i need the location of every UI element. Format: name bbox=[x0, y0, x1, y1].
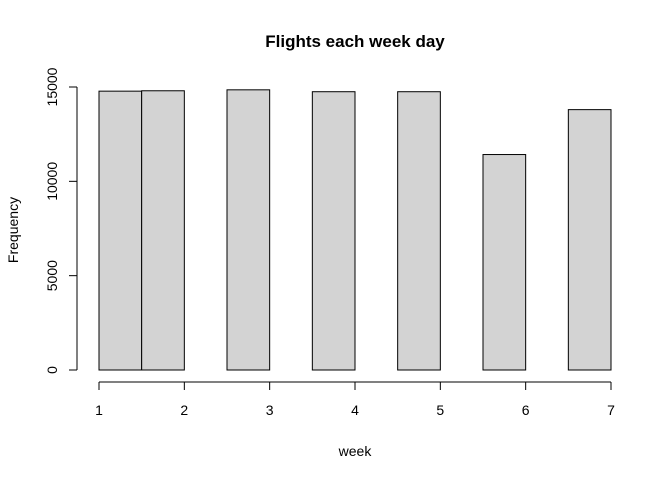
y-tick-label: 10000 bbox=[44, 162, 60, 201]
x-tick-label: 6 bbox=[522, 402, 530, 418]
y-tick-label: 15000 bbox=[44, 67, 60, 106]
x-tick-label: 1 bbox=[95, 402, 103, 418]
chart-title: Flights each week day bbox=[265, 32, 445, 51]
x-tick-label: 2 bbox=[180, 402, 188, 418]
y-axis: 0 5000 10000 15000 bbox=[44, 67, 78, 374]
histogram-bar bbox=[141, 90, 185, 371]
x-tick-label: 5 bbox=[436, 402, 444, 418]
histogram-bar bbox=[567, 109, 612, 371]
y-axis-label: Frequency bbox=[5, 197, 21, 263]
x-tick-label: 7 bbox=[607, 402, 615, 418]
bars-group bbox=[98, 89, 612, 371]
x-axis-label: week bbox=[338, 443, 373, 459]
x-tick-label: 3 bbox=[266, 402, 274, 418]
histogram-bar bbox=[311, 91, 356, 371]
y-tick-label: 5000 bbox=[44, 260, 60, 291]
histogram-bar bbox=[226, 89, 271, 371]
x-tick-label: 4 bbox=[351, 402, 359, 418]
x-axis: 1 2 3 4 5 6 7 bbox=[95, 381, 615, 418]
histogram-bar bbox=[98, 90, 143, 371]
histogram-bar bbox=[482, 154, 527, 371]
y-tick-label: 0 bbox=[44, 366, 60, 374]
histogram-bar bbox=[397, 91, 441, 371]
